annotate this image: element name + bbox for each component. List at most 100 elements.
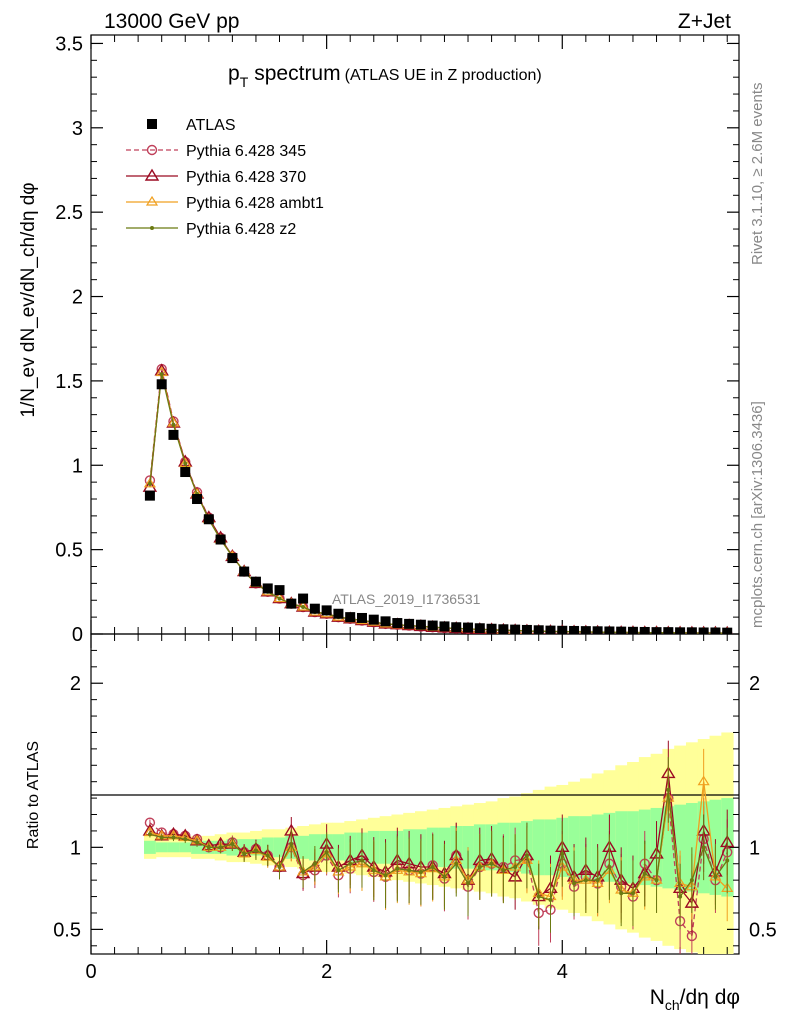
- data-point: [218, 845, 223, 850]
- data-point: [345, 612, 356, 623]
- data-point: [407, 868, 412, 873]
- data-point: [725, 858, 730, 863]
- ratio-band-inner: [273, 837, 286, 858]
- data-point: [192, 494, 203, 505]
- legend-label: Pythia 6.428 345: [186, 143, 306, 160]
- data-point: [536, 894, 541, 899]
- data-point: [451, 622, 462, 633]
- data-point: [298, 593, 309, 604]
- data-point: [324, 850, 329, 855]
- data-point: [548, 897, 553, 902]
- legend-item: Pythia 6.428 z2: [126, 221, 296, 238]
- ratio-y-axis-label: Ratio to ATLAS: [25, 741, 42, 849]
- data-point: [159, 372, 164, 377]
- data-point: [689, 878, 694, 883]
- data-point: [569, 625, 580, 634]
- x-tick-label: 2: [321, 961, 332, 983]
- data-point: [427, 620, 438, 631]
- data-point: [404, 618, 415, 629]
- data-point: [239, 566, 250, 577]
- data-point: [262, 583, 273, 594]
- data-point: [143, 477, 156, 488]
- ratio-y-tick-label-right: 2: [749, 673, 760, 695]
- data-point: [477, 865, 482, 870]
- chart-title: pT spectrum (ATLAS UE in Z production): [228, 62, 542, 90]
- ratio-series: [142, 740, 735, 954]
- ratio-y-tick-label-right: 0.5: [749, 919, 777, 941]
- data-point: [666, 787, 671, 792]
- data-point: [498, 624, 509, 634]
- analysis-watermark: ATLAS_2019_I1736531: [332, 591, 481, 607]
- data-point: [227, 553, 238, 564]
- legend-marker: [146, 144, 158, 156]
- data-point: [368, 614, 379, 625]
- legend-marker: [144, 168, 160, 181]
- data-point: [418, 869, 423, 874]
- ratio-band-inner: [297, 835, 310, 859]
- data-point: [301, 605, 306, 610]
- data-point: [524, 853, 529, 858]
- ratio-y-tick-label: 1: [70, 837, 81, 859]
- ratio-panel-frame: [90, 633, 740, 955]
- data-point: [144, 490, 155, 501]
- data-point: [265, 853, 270, 858]
- main-series: [142, 363, 733, 634]
- legend-item: Pythia 6.428 345: [126, 143, 306, 160]
- main-y-tick-label: 3: [72, 118, 83, 140]
- main-y-axis-label: 1/N_ev dN_ev/dN_ch/dη dφ: [18, 182, 39, 417]
- ratio-y-axis: 0.5 0.5 1 1 2 2: [53, 649, 777, 947]
- ratio-band-inner: [155, 842, 169, 853]
- data-point: [289, 842, 294, 847]
- legend-marker: [145, 195, 159, 206]
- data-point: [592, 626, 603, 634]
- data-point: [678, 894, 683, 899]
- data-point: [356, 612, 367, 623]
- legend-label: Pythia 6.428 370: [186, 169, 306, 186]
- data-point: [415, 619, 426, 630]
- mcplots-label: mcplots.cern.ch [arXiv:1306.3436]: [749, 401, 766, 628]
- data-point: [651, 627, 662, 634]
- data-point: [486, 623, 497, 634]
- ratio-y-tick-label: 2: [70, 673, 81, 695]
- data-point: [572, 881, 577, 886]
- data-point: [147, 481, 152, 486]
- data-point: [510, 624, 521, 634]
- data-point: [489, 861, 494, 866]
- data-point: [642, 871, 647, 876]
- data-point: [168, 429, 179, 440]
- data-point: [392, 618, 403, 629]
- data-point: [580, 626, 591, 634]
- data-point: [195, 840, 200, 845]
- data-point: [179, 457, 192, 468]
- data-point: [230, 842, 235, 847]
- data-point: [630, 891, 635, 896]
- data-point: [463, 622, 474, 633]
- legend-marker: [150, 226, 154, 230]
- data-point: [442, 874, 447, 879]
- data-point: [147, 832, 152, 837]
- data-point: [171, 835, 176, 840]
- ratio-y-tick-label-right: 1: [749, 837, 760, 859]
- data-point: [215, 534, 226, 545]
- main-y-tick-label: 2: [72, 287, 83, 309]
- data-point: [560, 851, 565, 856]
- main-y-tick-label: 3.5: [55, 33, 83, 55]
- data-point: [607, 865, 612, 870]
- data-point: [321, 605, 332, 616]
- ratio-y-tick-label: 0.5: [53, 919, 81, 941]
- data-point: [722, 627, 733, 634]
- data-point: [333, 608, 344, 619]
- data-point: [663, 627, 674, 634]
- legend-item: ATLAS: [147, 117, 236, 134]
- data-point: [395, 866, 400, 871]
- data-point: [178, 454, 193, 467]
- data-point: [439, 621, 450, 632]
- data-point: [253, 848, 258, 853]
- main-y-axis: 0 0.5 1 1.5 2 2.5 3 3.5: [55, 33, 739, 646]
- data-point: [654, 878, 659, 883]
- data-point: [616, 626, 627, 634]
- data-point: [380, 616, 391, 627]
- main-y-tick-label: 1: [72, 455, 83, 477]
- data-point: [675, 627, 686, 634]
